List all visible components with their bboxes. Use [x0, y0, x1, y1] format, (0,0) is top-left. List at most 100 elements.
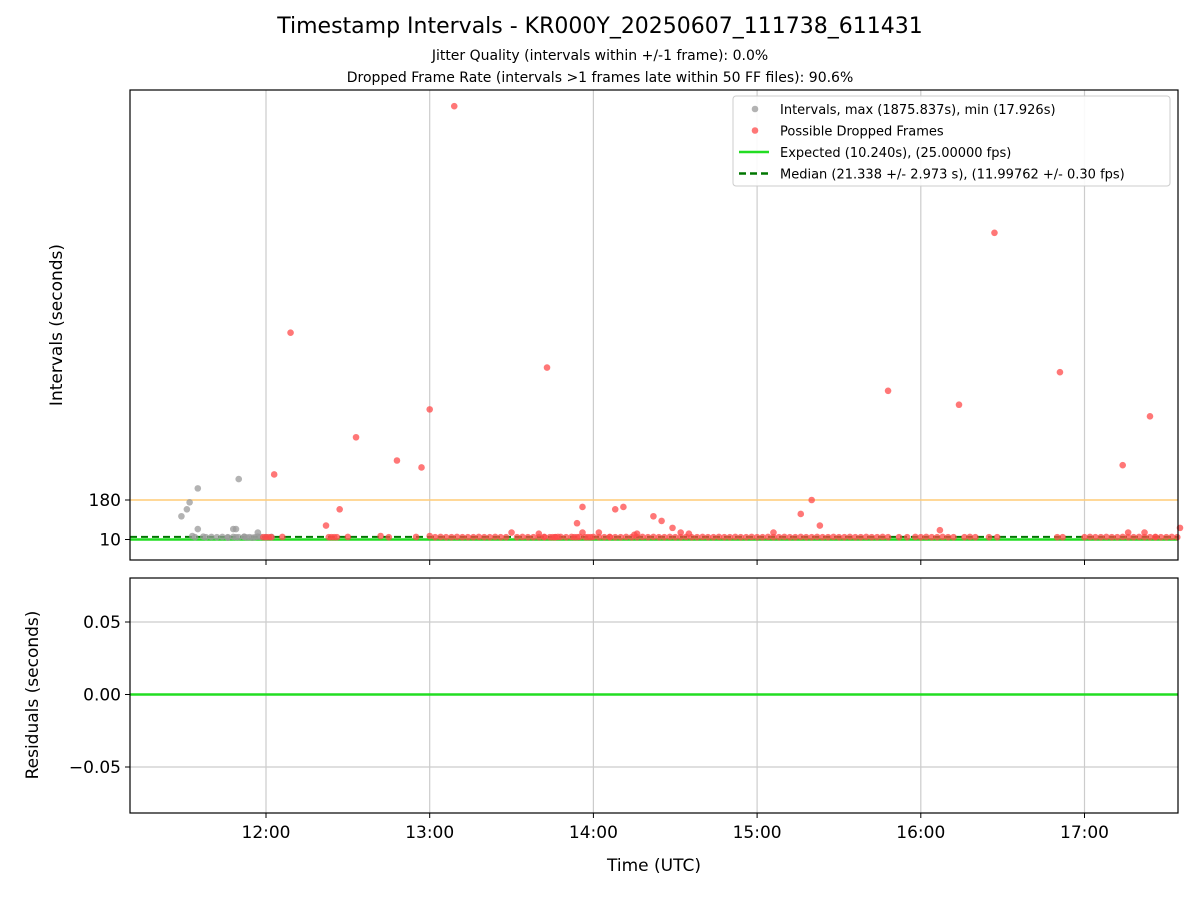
bottom-x-tick-label-5: 17:00	[1060, 823, 1109, 843]
dropped-frame-point-141	[933, 533, 941, 541]
dropped-frame-point-27	[464, 533, 472, 541]
dropped-frame-point-105	[824, 533, 832, 541]
dropped-frame-point-7	[322, 522, 330, 529]
dropped-frame-point-122	[620, 503, 627, 511]
dropped-frame-point-20	[426, 532, 434, 540]
dropped-frame-point-159	[1097, 533, 1105, 541]
dropped-frame-point-164	[1124, 533, 1132, 541]
dropped-frame-point-87	[726, 533, 734, 541]
dropped-frame-point-138	[917, 533, 925, 541]
dropped-frame-point-71	[639, 533, 646, 541]
dropped-frame-point-115	[879, 533, 886, 541]
interval-point-21	[224, 534, 232, 541]
dropped-frame-point-23	[442, 533, 450, 541]
interval-point-8	[208, 533, 215, 541]
dropped-frame-point-111	[857, 533, 865, 541]
dropped-frame-point-178	[1152, 533, 1159, 541]
dropped-frame-point-17	[393, 457, 401, 464]
dropped-frame-point-154	[1059, 533, 1066, 541]
dropped-frame-point-78	[677, 533, 685, 541]
top-y-axis-label: Intervals (seconds)	[47, 244, 67, 406]
legend-label-expected: Expected (10.240s), (25.00000 fps)	[780, 146, 1011, 161]
interval-point-0	[178, 512, 185, 520]
dropped-frame-point-35	[508, 529, 515, 536]
dropped-frame-point-104	[819, 533, 826, 541]
dropped-frame-point-118	[579, 503, 586, 511]
dropped-frame-point-54	[543, 364, 551, 371]
dropped-frame-point-97	[781, 533, 788, 541]
dropped-frame-point-68	[622, 533, 630, 541]
interval-point-22	[232, 533, 240, 541]
dropped-frame-point-119	[595, 529, 603, 536]
dropped-frame-point-177	[1146, 413, 1154, 420]
dropped-frame-point-19	[418, 464, 425, 471]
dropped-frame-point-58	[571, 533, 578, 541]
dropped-frame-point-37	[519, 533, 526, 541]
dropped-frame-point-102	[808, 533, 815, 541]
dropped-frame-point-146	[955, 401, 963, 409]
dropped-frame-point-64	[601, 533, 608, 541]
dropped-frame-point-173	[1173, 533, 1181, 541]
interval-point-28	[232, 525, 240, 533]
dropped-frame-point-34	[502, 533, 510, 541]
interval-point-2	[186, 499, 193, 506]
top-plot-frame	[129, 89, 1179, 561]
dropped-frame-point-50	[426, 406, 434, 413]
dropped-frame-point-76	[666, 533, 674, 541]
dropped-frame-point-113	[868, 533, 875, 541]
dropped-frame-point-172	[1168, 533, 1176, 541]
interval-point-1	[183, 505, 191, 513]
bottom-x-tick-label-4: 16:00	[896, 823, 945, 843]
dropped-frame-point-133	[816, 522, 824, 529]
dropped-frame-point-83	[704, 533, 712, 541]
dropped-frame-point-134	[884, 387, 892, 395]
dropped-frame-point-155	[1056, 368, 1064, 376]
dropped-frame-point-106	[830, 533, 837, 541]
dropped-frame-point-74	[655, 533, 663, 541]
bottom-y-tick-label-1: 0.00	[83, 686, 121, 706]
dropped-frame-point-166	[1135, 533, 1143, 541]
dropped-frame-point-110	[852, 533, 859, 541]
dropped-frame-point-21	[431, 533, 439, 541]
dropped-frame-point-136	[903, 533, 911, 541]
dropped-frame-point-142	[936, 526, 944, 534]
dropped-frame-point-117	[573, 519, 581, 527]
dropped-frame-point-51	[450, 102, 458, 110]
dropped-frame-point-22	[437, 533, 444, 541]
bottom-y-tick-label-2: −0.05	[69, 758, 121, 778]
interval-point-9	[213, 533, 221, 541]
dropped-frame-point-153	[1053, 533, 1061, 541]
dropped-frame-point-121	[611, 505, 619, 513]
dropped-frame-point-52	[535, 530, 543, 537]
legend-marker-dropped	[751, 127, 759, 134]
bottom-plot-frame	[129, 577, 1179, 814]
interval-point-5	[194, 525, 202, 533]
dropped-frame-point-45	[562, 533, 570, 541]
dropped-frame-point-94	[764, 533, 772, 541]
dropped-frame-point-158	[1092, 533, 1099, 541]
dropped-frame-point-179	[1141, 529, 1148, 536]
interval-point-24	[243, 534, 251, 541]
dropped-frame-point-116	[884, 533, 892, 541]
dropped-frame-point-5	[279, 533, 286, 541]
bottom-x-tick-label-3: 15:00	[733, 823, 782, 843]
dropped-frame-point-129	[685, 530, 693, 537]
dropped-frame-point-63	[595, 533, 603, 541]
dropped-frame-point-62	[590, 533, 597, 541]
interval-point-30	[254, 529, 262, 536]
dropped-frame-point-132	[808, 496, 815, 504]
dropped-frame-point-82	[699, 533, 706, 541]
dropped-frame-point-137	[912, 533, 919, 541]
dropped-frame-point-32	[491, 533, 499, 541]
dropped-frame-point-86	[721, 533, 728, 541]
chart-title: Timestamp Intervals - KR000Y_20250607_11…	[277, 14, 923, 39]
dropped-frame-point-150	[985, 533, 993, 541]
dropped-frame-point-152	[993, 533, 1001, 541]
dropped-frame-point-16	[385, 533, 393, 541]
dropped-frame-point-160	[1103, 533, 1110, 541]
dropped-frame-point-112	[862, 533, 870, 541]
dropped-frame-point-36	[513, 533, 521, 541]
bottom-x-tick-label-0: 12:00	[242, 823, 291, 843]
dropped-frame-point-53	[540, 533, 548, 541]
